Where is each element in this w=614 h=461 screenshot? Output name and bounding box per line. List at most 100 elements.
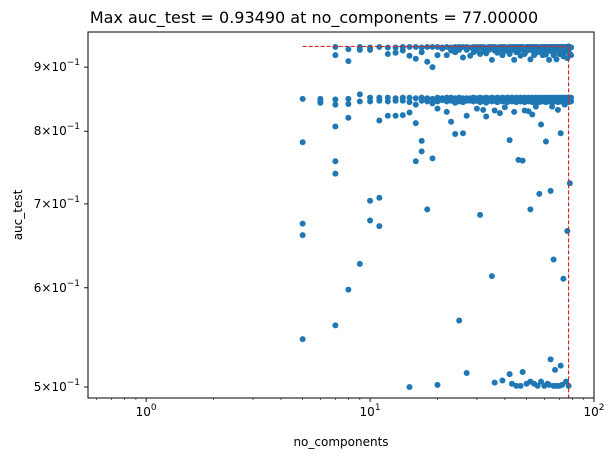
data-point [345,95,352,102]
x-tick-label: 102 [583,403,604,419]
data-point [392,112,399,119]
data-point [538,121,545,128]
data-point [299,336,306,343]
data-point [488,56,495,63]
data-point [429,100,436,107]
x-ticks: 100 101 102 [96,398,605,419]
data-point [345,46,352,53]
data-point [443,52,450,59]
data-point [564,227,571,234]
x-axis-title: no_components [293,435,388,449]
data-point [384,112,391,119]
points-layer [299,43,575,391]
data-point [491,379,498,386]
data-point [547,187,554,194]
data-point [399,112,406,119]
data-point [412,55,419,62]
data-point [477,211,484,218]
data-point [563,378,570,385]
data-point [547,356,554,363]
y-tick-label: 7×10−1 [34,195,80,211]
data-point [448,118,455,125]
data-point [299,220,306,227]
data-point [392,44,399,51]
data-point [550,256,557,263]
data-point [566,180,573,187]
data-point [553,56,560,63]
data-point [434,381,441,388]
data-point [376,194,383,201]
data-point [332,170,339,177]
data-point [443,108,450,115]
data-point [511,56,518,63]
data-point [424,58,431,65]
data-point [399,47,406,54]
data-point [392,49,399,56]
data-point [460,130,466,137]
data-point [356,46,363,53]
data-point [434,105,441,112]
x-tick-label: 100 [136,403,157,419]
data-point [542,51,549,58]
data-point [559,381,566,388]
data-point [412,95,419,102]
data-point [527,56,534,63]
data-point [557,130,564,137]
data-point [376,117,383,124]
data-point [376,43,383,50]
data-point [560,275,567,282]
data-point [376,97,383,104]
data-point [429,64,436,71]
data-point [332,123,339,130]
y-axis-title: auc_test [11,189,25,240]
data-point [557,362,564,369]
data-point [356,91,363,98]
data-point [549,103,556,110]
data-point [367,98,374,105]
data-point [406,43,413,50]
data-point [501,104,508,111]
data-point [429,155,436,162]
data-point [412,43,419,50]
data-point [452,130,459,137]
data-point [367,197,374,204]
data-point [412,120,419,127]
data-point [406,94,413,101]
data-point [517,382,524,389]
data-point [412,158,419,165]
data-point [546,56,553,63]
data-point [418,97,425,104]
data-point [384,44,391,51]
data-point [367,46,374,53]
data-point [424,206,431,213]
data-point [345,101,352,108]
data-point [299,95,306,102]
data-point [519,368,526,375]
data-point [412,101,419,108]
max-marker-layer [302,45,570,398]
data-point [491,107,498,114]
data-point [384,98,391,105]
data-point [406,99,413,106]
data-point [529,111,536,118]
data-point [463,112,470,119]
data-point [473,105,480,112]
data-point [424,98,431,105]
data-point [434,98,441,105]
data-point [439,97,446,104]
data-point [550,52,557,59]
data-point [299,139,306,146]
data-point [376,223,383,230]
data-point [384,50,391,57]
data-point [356,260,363,267]
y-ticks: 5×10−1 6×10−1 7×10−1 8×10−1 9×10−1 [34,58,88,394]
data-point [345,58,352,65]
data-point [392,97,399,104]
y-tick-label: 5×10−1 [34,378,80,394]
data-point [536,190,543,197]
data-point [332,96,339,103]
data-point [538,378,545,385]
data-point [534,382,541,389]
data-point [513,382,520,389]
